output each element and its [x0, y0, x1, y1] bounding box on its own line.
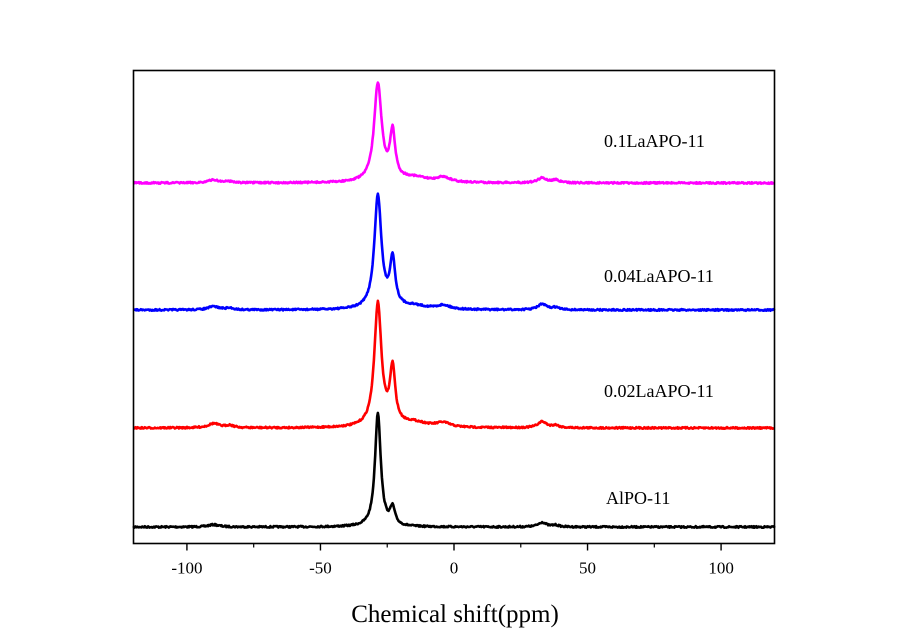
series-line-AlPO-11 — [132, 411, 776, 530]
series-line-0.1LaAPO-11 — [132, 81, 776, 186]
series-line-0.04LaAPO-11 — [132, 192, 776, 313]
x-tick-label: 100 — [708, 559, 734, 578]
x-tick-label: 0 — [450, 559, 459, 578]
x-tick-label: -100 — [171, 559, 202, 578]
traces — [132, 81, 776, 530]
series-label: AlPO-11 — [606, 488, 670, 508]
x-tick-label: 50 — [579, 559, 596, 578]
x-axis-title: Chemical shift(ppm) — [351, 601, 559, 628]
series-label: 0.02LaAPO-11 — [604, 381, 714, 401]
series-labels: AlPO-11 0.02LaAPO-11 0.04LaAPO-11 0.1LaAPO-… — [604, 131, 714, 508]
x-axis-ticks — [186, 543, 722, 551]
series-label: 0.1LaAPO-11 — [604, 131, 705, 151]
x-tick-label: -50 — [309, 559, 332, 578]
x-axis-tick-labels: -100 -50 0 50 100 — [171, 559, 734, 578]
series-line-0.02LaAPO-11 — [132, 299, 776, 431]
series-label: 0.04LaAPO-11 — [604, 266, 714, 286]
